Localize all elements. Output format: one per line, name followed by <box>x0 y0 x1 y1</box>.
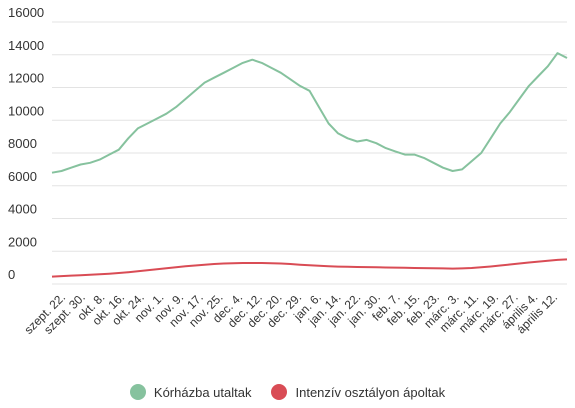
y-axis-ticks: 0 2000 4000 6000 8000 10000 12000 14000 16000 <box>8 5 44 282</box>
y-tick-label: 0 <box>8 267 15 282</box>
x-axis-ticks: szept. 22.szept. 30.okt. 8.okt. 16.okt. … <box>21 290 560 337</box>
legend: Kórházba utaltak Intenzív osztályon ápol… <box>0 380 575 404</box>
y-tick-label: 12000 <box>8 71 44 86</box>
y-tick-label: 8000 <box>8 136 37 151</box>
gridlines <box>52 21 567 285</box>
legend-label-hospitalized: Kórházba utaltak <box>153 384 252 400</box>
legend-swatch-icu <box>271 384 288 400</box>
y-tick-label: 2000 <box>8 234 37 249</box>
legend-swatch-hospitalized <box>129 384 146 400</box>
series-line-icu <box>51 258 568 278</box>
y-tick-label: 10000 <box>8 103 44 118</box>
legend-label-icu: Intenzív osztályon ápoltak <box>295 384 446 400</box>
chart: 0 2000 4000 6000 8000 10000 12000 14000 16000 sz… <box>8 5 568 337</box>
y-tick-label: 6000 <box>8 169 37 184</box>
y-tick-label: 16000 <box>8 5 44 20</box>
legend-item-icu[interactable]: Intenzív osztályon ápoltak <box>271 384 445 400</box>
y-tick-label: 4000 <box>8 202 37 217</box>
y-tick-label: 14000 <box>8 38 44 53</box>
series-line-hospitalized <box>51 52 568 174</box>
series-lines <box>51 52 568 278</box>
legend-item-hospitalized[interactable]: Kórházba utaltak <box>129 384 252 400</box>
